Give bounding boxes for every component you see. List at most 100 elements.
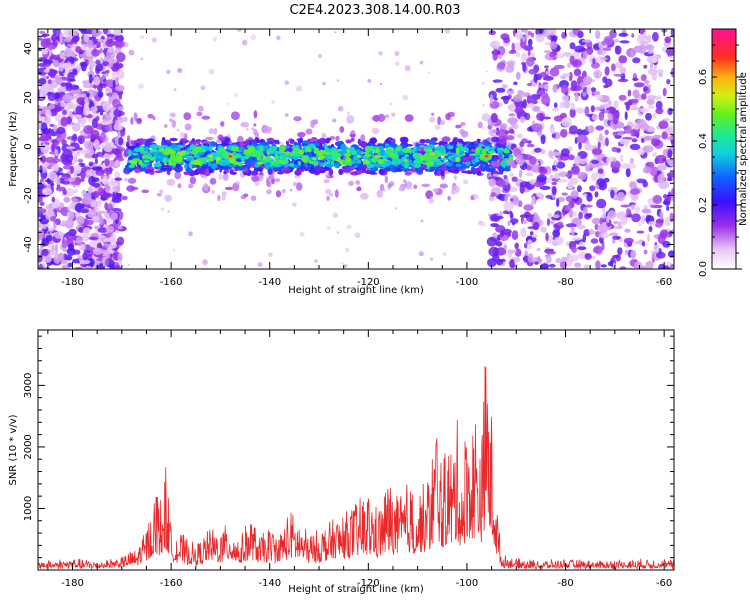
heatmap-cell (419, 144, 425, 148)
heatmap-cell (580, 193, 588, 197)
heatmap-cell (179, 132, 185, 138)
heatmap-cell (38, 137, 47, 141)
heatmap-cell (440, 120, 446, 126)
heatmap-cell (251, 127, 255, 130)
heatmap-cell (557, 179, 568, 183)
heatmap-cell (509, 186, 518, 193)
heatmap-cell (603, 103, 611, 109)
heatmap-cell (496, 136, 507, 144)
heatmap-cell (202, 149, 206, 153)
heatmap-cell (561, 52, 573, 57)
heatmap-cell (632, 89, 640, 98)
heatmap-cell (579, 47, 587, 52)
heatmap-cell (594, 223, 599, 231)
heatmap-cell (594, 245, 602, 254)
heatmap-cell (391, 112, 396, 117)
heatmap-cell (403, 182, 406, 185)
heatmap-panel: -180 -160 -140 -120 -100 -80 -60 -40 -20 0 20 40 H… (8, 28, 675, 296)
heatmap-cell (93, 207, 100, 211)
heatmap-cell (503, 150, 510, 154)
heatmap-cell (90, 106, 98, 113)
heatmap-cell (117, 252, 123, 261)
heatmap-cell (617, 247, 623, 256)
heatmap-cell (378, 145, 384, 151)
heatmap-cell (284, 80, 290, 85)
heatmap-cell (91, 153, 99, 159)
heatmap-cell (256, 154, 261, 161)
heatmap-cell (117, 41, 126, 48)
heatmap-cell (642, 145, 654, 153)
heatmap-cell (511, 221, 516, 226)
heatmap-cell (607, 210, 617, 220)
heatmap-cell (94, 158, 98, 165)
heatmap-cell (348, 180, 355, 187)
heatmap-cell (262, 142, 271, 145)
heatmap-cell (600, 264, 607, 268)
heatmap-cell (650, 55, 660, 60)
heatmap-cell (424, 149, 431, 152)
heatmap-cell (165, 167, 173, 172)
heatmap-cell (504, 193, 509, 203)
heatmap-cell (107, 180, 119, 188)
heatmap-cell (645, 112, 652, 121)
heatmap-cell (202, 259, 208, 266)
heatmap-cell (570, 102, 576, 111)
heatmap-cell (82, 227, 91, 236)
heatmap-cell (643, 249, 648, 255)
heatmap-cell (538, 84, 545, 88)
heatmap-cell (336, 158, 342, 162)
heatmap-cell (545, 70, 550, 75)
heatmap-cell (409, 162, 416, 167)
heatmap-cell (169, 137, 178, 142)
heatmap-cell (630, 129, 637, 137)
heatmap-cell (596, 198, 607, 209)
heatmap-cell (147, 113, 154, 119)
heatmap-cell (38, 266, 45, 269)
heatmap-cell (557, 221, 564, 226)
heatmap-cell (115, 85, 125, 92)
heatmap-cell (525, 172, 534, 177)
heatmap-cell (259, 172, 264, 175)
heatmap-cell (434, 124, 441, 130)
heatmap-cell (233, 93, 238, 97)
heatmap-cell (468, 155, 473, 159)
heatmap-cell (339, 126, 345, 133)
heatmap-cell (72, 133, 78, 142)
heatmap-cell (445, 113, 451, 121)
heatmap-cell (520, 227, 527, 238)
heatmap-cell (391, 157, 400, 163)
heatmap-cell (463, 157, 470, 160)
heatmap-cell (482, 163, 486, 168)
heatmap-cell (525, 57, 535, 67)
heatmap-cell (297, 169, 305, 173)
heatmap-cell (491, 129, 498, 133)
heatmap-cell (536, 113, 544, 121)
heatmap-cell (60, 116, 68, 127)
heatmap-cell (607, 113, 613, 121)
heatmap-cell (138, 145, 145, 153)
heatmap-cell (268, 252, 273, 257)
heatmap-cell (508, 88, 513, 92)
heatmap-cell (624, 111, 628, 120)
heatmap-cell (335, 135, 340, 142)
heatmap-cell (599, 104, 605, 110)
heatmap-cell (377, 113, 386, 122)
heatmap-cell (534, 147, 542, 153)
heatmap-cell (41, 33, 47, 38)
heatmap-cell (292, 181, 298, 187)
heatmap-cell (440, 146, 444, 151)
heatmap-cell (527, 38, 533, 47)
heatmap-cell (80, 170, 86, 180)
heatmap-cell (41, 167, 48, 173)
heatmap-cell (38, 183, 45, 190)
heatmap-cell (419, 139, 427, 144)
heatmap-cell (444, 29, 450, 34)
heatmap-cell (183, 112, 192, 121)
heatmap-cell (551, 181, 558, 186)
heatmap-cell (99, 48, 103, 54)
heatmap-cell (210, 162, 218, 170)
heatmap-cell (51, 201, 57, 208)
heatmap-cell (610, 160, 621, 170)
heatmap-cell (545, 194, 553, 199)
heatmap-cell (77, 147, 83, 151)
